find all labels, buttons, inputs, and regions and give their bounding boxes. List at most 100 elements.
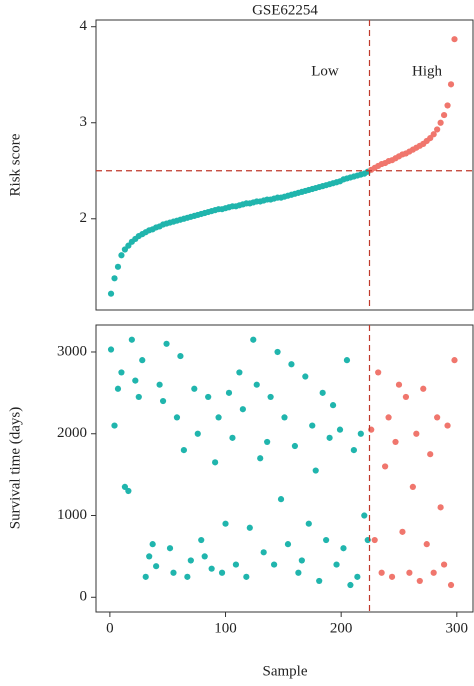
point bbox=[427, 451, 434, 458]
group-label: Low bbox=[311, 63, 339, 79]
point bbox=[382, 463, 389, 470]
point bbox=[205, 393, 212, 401]
point bbox=[375, 369, 382, 376]
point bbox=[343, 357, 351, 364]
point bbox=[128, 336, 135, 343]
point bbox=[218, 569, 226, 576]
point bbox=[170, 569, 177, 576]
point bbox=[385, 414, 392, 421]
x-tick-label: 300 bbox=[446, 620, 469, 636]
point bbox=[329, 402, 337, 409]
y-tick-label: 3000 bbox=[57, 343, 87, 359]
point bbox=[305, 520, 312, 527]
point bbox=[392, 438, 399, 446]
y-axis-label: Survival time (days) bbox=[7, 407, 23, 529]
point bbox=[388, 573, 396, 580]
point bbox=[246, 524, 253, 531]
point bbox=[198, 536, 205, 544]
point bbox=[316, 577, 323, 585]
point bbox=[201, 553, 208, 560]
point bbox=[399, 528, 406, 535]
chart-title: GSE62254 bbox=[252, 2, 318, 18]
point bbox=[423, 541, 430, 548]
point bbox=[180, 447, 187, 454]
point bbox=[187, 557, 194, 564]
point bbox=[253, 381, 260, 388]
point bbox=[163, 340, 170, 347]
point bbox=[413, 430, 420, 437]
point bbox=[416, 577, 423, 585]
point bbox=[434, 414, 441, 421]
point bbox=[420, 385, 427, 392]
point bbox=[125, 487, 132, 495]
point bbox=[229, 434, 236, 441]
point bbox=[225, 389, 233, 396]
point bbox=[430, 569, 437, 576]
point bbox=[409, 483, 416, 490]
point bbox=[236, 369, 243, 376]
point bbox=[111, 422, 118, 429]
point bbox=[451, 357, 458, 364]
point bbox=[444, 422, 451, 429]
point bbox=[434, 126, 441, 133]
point bbox=[347, 581, 354, 589]
point bbox=[177, 352, 184, 360]
point bbox=[326, 434, 333, 441]
point bbox=[239, 406, 246, 413]
y-tick-label: 2000 bbox=[57, 425, 87, 441]
point bbox=[121, 483, 129, 490]
point bbox=[114, 385, 122, 392]
point bbox=[336, 426, 344, 433]
point bbox=[267, 393, 274, 401]
point bbox=[184, 573, 191, 580]
point bbox=[312, 467, 319, 474]
point bbox=[298, 557, 305, 564]
point bbox=[323, 536, 330, 544]
point bbox=[281, 414, 288, 421]
point bbox=[437, 119, 444, 126]
point bbox=[146, 553, 153, 560]
point bbox=[142, 573, 149, 580]
point bbox=[440, 561, 448, 568]
point bbox=[107, 346, 115, 353]
point bbox=[156, 381, 163, 388]
point bbox=[153, 563, 160, 570]
point bbox=[361, 512, 368, 519]
point bbox=[107, 290, 115, 297]
x-tick-label: 200 bbox=[330, 620, 353, 636]
point bbox=[430, 131, 437, 138]
point bbox=[406, 569, 413, 576]
point bbox=[295, 569, 302, 576]
group-label: High bbox=[412, 63, 443, 79]
point bbox=[132, 377, 139, 384]
point bbox=[357, 430, 364, 437]
point bbox=[149, 541, 156, 548]
point bbox=[260, 549, 267, 556]
point bbox=[135, 393, 142, 401]
point bbox=[257, 455, 264, 462]
point bbox=[291, 442, 299, 450]
point bbox=[166, 545, 174, 552]
point bbox=[232, 561, 240, 568]
point bbox=[250, 336, 257, 343]
point bbox=[302, 373, 309, 380]
point bbox=[114, 263, 122, 270]
point bbox=[333, 561, 340, 568]
y-axis-label: Risk score bbox=[7, 133, 23, 196]
y-tick-label: 0 bbox=[80, 589, 88, 605]
point bbox=[208, 565, 215, 572]
point bbox=[212, 459, 219, 466]
point bbox=[159, 397, 167, 405]
point bbox=[378, 569, 385, 576]
point bbox=[350, 447, 357, 454]
plot-frame bbox=[95, 324, 474, 613]
point bbox=[270, 561, 278, 568]
y-tick-label: 1000 bbox=[57, 507, 87, 523]
point bbox=[173, 414, 181, 421]
point bbox=[191, 385, 198, 392]
x-tick-label: 100 bbox=[214, 620, 237, 636]
y-tick-label: 4 bbox=[80, 18, 88, 34]
point bbox=[194, 430, 201, 437]
point bbox=[309, 422, 316, 429]
